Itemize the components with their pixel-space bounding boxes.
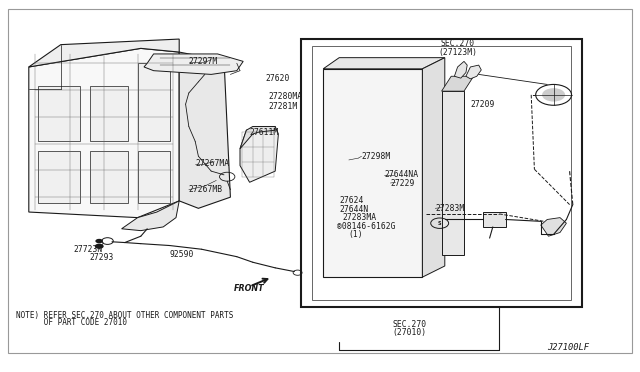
Polygon shape — [454, 61, 467, 78]
Bar — [442, 91, 464, 255]
Text: 27620: 27620 — [266, 74, 290, 83]
Text: 27283M: 27283M — [435, 204, 465, 213]
Bar — [90, 86, 128, 141]
Text: 27229: 27229 — [390, 179, 415, 187]
Bar — [138, 63, 170, 141]
Bar — [312, 46, 571, 300]
Polygon shape — [29, 39, 179, 67]
Polygon shape — [122, 201, 179, 231]
Text: (1): (1) — [349, 230, 364, 239]
Text: 27267MB: 27267MB — [189, 185, 223, 194]
Bar — [301, 39, 582, 307]
Polygon shape — [240, 126, 278, 182]
Text: (27123M): (27123M) — [438, 48, 477, 57]
Text: 27280MA: 27280MA — [269, 92, 303, 101]
Text: 27644N: 27644N — [339, 205, 369, 214]
Polygon shape — [541, 218, 566, 236]
Bar — [38, 151, 80, 203]
Polygon shape — [29, 48, 179, 218]
Text: 27297M: 27297M — [189, 57, 218, 66]
Text: J27100LF: J27100LF — [547, 343, 589, 352]
Text: 27644NA: 27644NA — [384, 170, 418, 179]
Text: SEC.270: SEC.270 — [440, 39, 475, 48]
Text: 27293: 27293 — [90, 253, 114, 262]
Text: S: S — [438, 221, 442, 226]
Text: 27624: 27624 — [339, 196, 364, 205]
Text: NOTE) REFER SEC.270 ABOUT OTHER COMPONENT PARTS: NOTE) REFER SEC.270 ABOUT OTHER COMPONEN… — [16, 311, 234, 320]
Polygon shape — [422, 58, 445, 277]
Bar — [38, 86, 80, 141]
Polygon shape — [144, 54, 243, 74]
Text: SEC.270: SEC.270 — [392, 320, 427, 329]
Polygon shape — [466, 65, 481, 79]
Polygon shape — [442, 76, 474, 91]
Text: 27283MA: 27283MA — [342, 213, 376, 222]
Bar — [483, 212, 506, 227]
Text: ®08146-6162G: ®08146-6162G — [337, 222, 396, 231]
Text: OF PART CODE 27010: OF PART CODE 27010 — [16, 318, 127, 327]
Polygon shape — [323, 58, 445, 69]
Text: 27281M: 27281M — [269, 102, 298, 110]
Circle shape — [95, 244, 104, 249]
Text: 27723N: 27723N — [74, 245, 103, 254]
Text: FRONT: FRONT — [234, 284, 264, 293]
Text: 27267MA: 27267MA — [195, 159, 229, 168]
Bar — [138, 151, 170, 203]
Bar — [323, 69, 422, 277]
Text: 27298M: 27298M — [362, 152, 391, 161]
Text: 92590: 92590 — [170, 250, 194, 259]
Polygon shape — [240, 126, 275, 149]
Bar — [90, 151, 128, 203]
Circle shape — [95, 239, 103, 243]
Text: (27010): (27010) — [392, 328, 427, 337]
Circle shape — [542, 88, 565, 102]
Text: 27611M: 27611M — [250, 128, 279, 137]
Polygon shape — [179, 52, 230, 208]
Text: 27209: 27209 — [470, 100, 495, 109]
